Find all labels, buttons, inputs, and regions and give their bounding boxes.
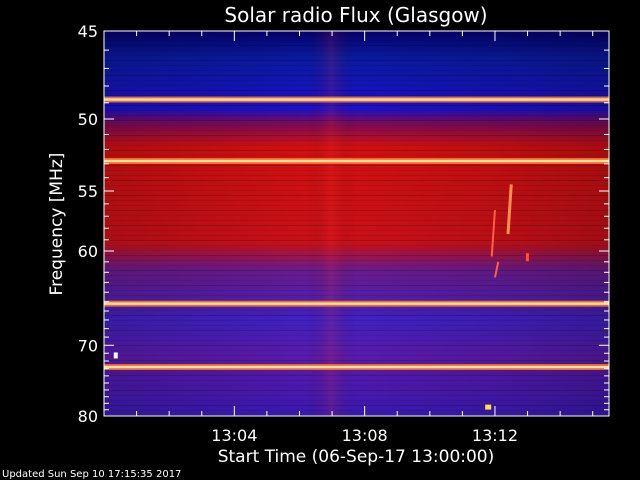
x-tick-label: 13:04	[211, 426, 257, 445]
spectrogram-shading	[104, 31, 609, 416]
interference-line	[104, 302, 609, 305]
y-tick-label: 70	[78, 336, 98, 355]
interference-line	[104, 365, 609, 369]
burst-streak	[490, 210, 496, 257]
burst-spot	[525, 253, 529, 262]
y-tick-label: 55	[78, 182, 98, 201]
y-tick-label: 50	[78, 110, 98, 129]
y-axis-label: Frequency [MHz]	[47, 153, 67, 296]
y-tick-label: 80	[78, 407, 98, 426]
y-tick-label: 45	[78, 22, 98, 41]
plot-area: 13:04 13:08 13:12 45 50 55 60 70 80	[78, 22, 610, 445]
interference-line	[104, 159, 609, 163]
chart-title: Solar radio Flux (Glasgow)	[224, 3, 487, 27]
update-footer: Updated Sun Sep 10 17:15:35 2017	[2, 469, 181, 480]
plot-frame	[103, 30, 610, 417]
x-axis-label: Start Time (06-Sep-17 13:00:00)	[218, 447, 495, 467]
burst-spot	[113, 352, 118, 359]
burst-streak	[493, 261, 500, 278]
interference-line	[104, 98, 609, 101]
y-tick-label: 60	[78, 242, 98, 261]
burst-streak	[506, 184, 513, 235]
x-tick-label: 13:12	[472, 426, 518, 445]
x-tick-label: 13:08	[342, 426, 388, 445]
burst-spot	[485, 404, 492, 410]
